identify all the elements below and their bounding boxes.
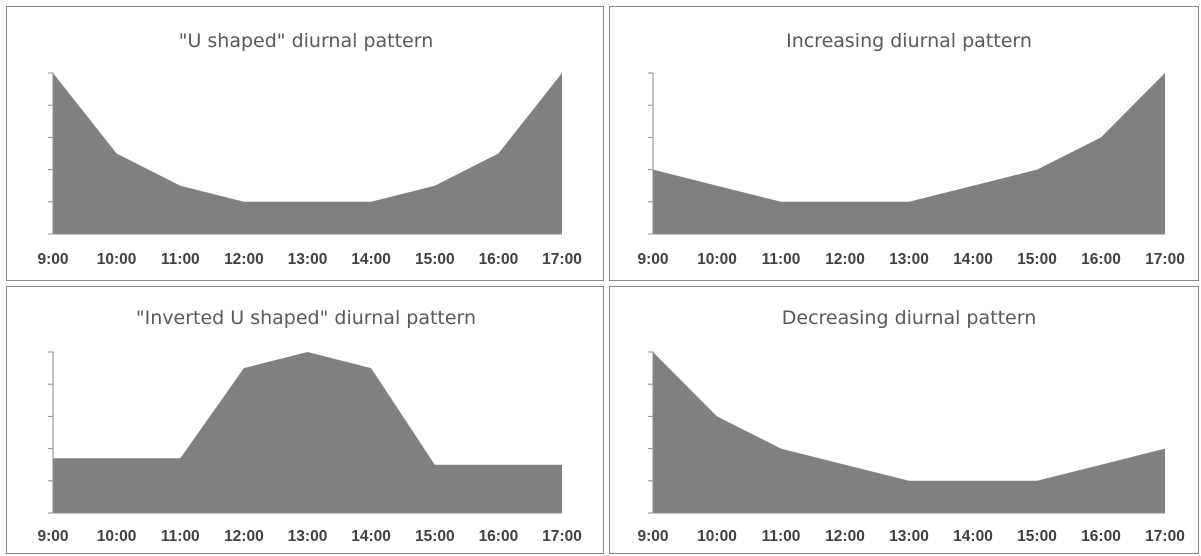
x-tick-label: 10:00 [97,528,137,545]
chart-panel-inverted-u-shaped: "Inverted U shaped" diurnal pattern 9:00… [6,286,604,554]
x-tick-label: 11:00 [762,251,801,268]
x-tick-label: 14:00 [351,528,391,545]
x-tick-label: 16:00 [479,251,519,268]
x-tick-label: 15:00 [415,251,455,268]
x-tick-label: 14:00 [953,251,993,268]
area-series [53,73,562,234]
x-tick-label: 11:00 [161,528,200,545]
chart-svg-u-shaped: "U shaped" diurnal pattern 9:00 10:00 11:0… [37,30,582,268]
x-tick-label: 11:00 [762,528,801,545]
x-tick-label: 15:00 [1017,251,1057,268]
x-tick-label: 14:00 [351,251,391,268]
x-tick-label: 17:00 [542,528,582,545]
x-tick-label: 10:00 [697,251,737,268]
x-tick-label: 17:00 [1145,528,1185,545]
chart-panel-increasing: Increasing diurnal pattern 9:00 10:00 11:0… [609,6,1199,281]
chart-title: "Inverted U shaped" diurnal pattern [136,307,476,329]
x-tick-label: 10:00 [697,528,737,545]
chart-svg-decreasing: Decreasing diurnal pattern 9:00 10:00 11:0… [637,307,1185,545]
x-tick-label: 9:00 [637,528,668,545]
x-tick-label: 9:00 [637,251,668,268]
x-tick-label: 14:00 [953,528,993,545]
x-tick-label: 9:00 [37,528,68,545]
x-tick-label: 9:00 [37,251,68,268]
x-tick-label: 15:00 [415,528,455,545]
x-tick-label: 17:00 [1145,251,1185,268]
x-tick-label: 12:00 [825,251,865,268]
x-tick-label: 12:00 [224,528,264,545]
chart-title: Increasing diurnal pattern [786,30,1032,52]
x-tick-label: 16:00 [479,528,519,545]
chart-svg-inverted-u-shaped: "Inverted U shaped" diurnal pattern 9:00… [37,307,582,545]
chart-title: "U shaped" diurnal pattern [179,30,434,52]
x-tick-label: 11:00 [161,251,200,268]
chart-panel-u-shaped: "U shaped" diurnal pattern 9:00 10:00 11:0… [6,6,604,281]
x-tick-label: 17:00 [542,251,582,268]
x-tick-label: 13:00 [889,528,929,545]
x-tick-label: 13:00 [288,528,328,545]
x-tick-label: 12:00 [825,528,865,545]
area-series [53,352,562,513]
chart-title: Decreasing diurnal pattern [782,307,1037,329]
x-tick-label: 13:00 [889,251,929,268]
x-tick-label: 12:00 [224,251,264,268]
chart-panel-decreasing: Decreasing diurnal pattern 9:00 10:00 11:0… [609,286,1199,554]
x-tick-label: 15:00 [1017,528,1057,545]
area-series [653,352,1165,513]
chart-svg-increasing: Increasing diurnal pattern 9:00 10:00 11:0… [637,30,1185,268]
x-tick-label: 10:00 [97,251,137,268]
x-tick-label: 16:00 [1081,528,1121,545]
area-series [653,73,1165,234]
x-tick-label: 13:00 [288,251,328,268]
x-tick-label: 16:00 [1081,251,1121,268]
